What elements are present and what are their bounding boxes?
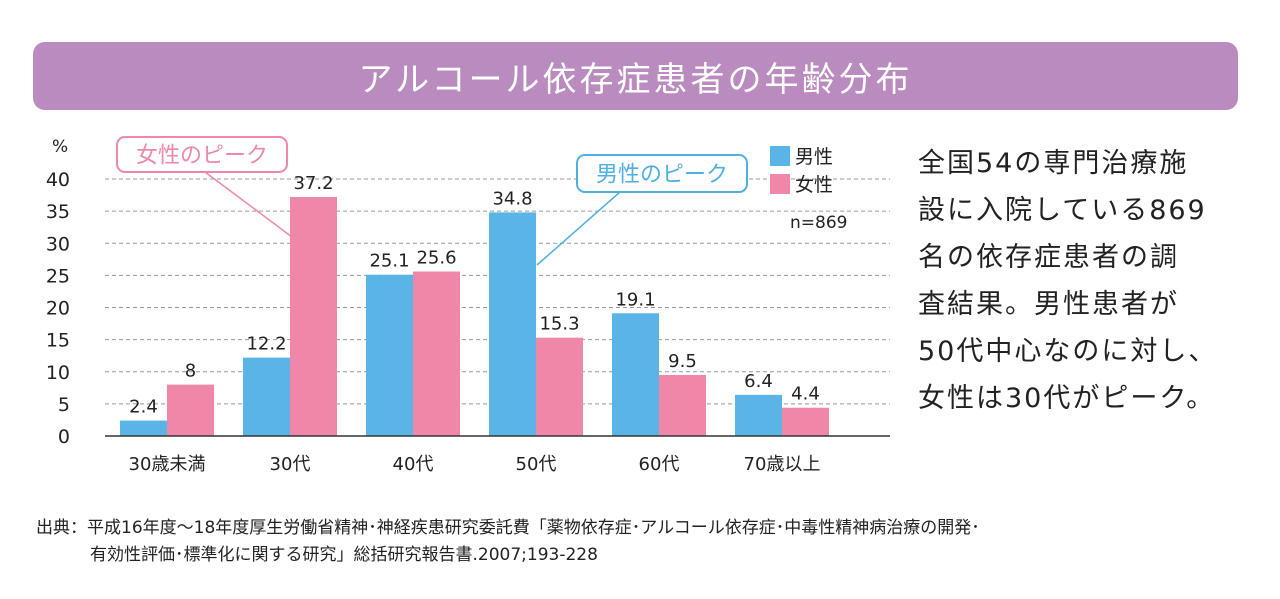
callout-line bbox=[536, 191, 621, 266]
bar-male bbox=[366, 274, 413, 436]
y-tick-label: 10 bbox=[46, 362, 70, 384]
bar-male bbox=[735, 394, 782, 436]
x-tick-label: 40代 bbox=[393, 454, 434, 475]
x-tick-label: 60代 bbox=[639, 454, 680, 475]
y-tick-label: 30 bbox=[46, 233, 70, 255]
y-tick-label: 0 bbox=[58, 426, 70, 448]
callout-box bbox=[576, 154, 748, 193]
data-label: 12.2 bbox=[246, 334, 286, 355]
legend-label: 女性 bbox=[795, 174, 833, 196]
bar-male bbox=[489, 212, 536, 436]
y-tick-label: 40 bbox=[46, 169, 70, 191]
x-tick-label: 50代 bbox=[516, 454, 557, 475]
bar-male bbox=[243, 357, 290, 436]
data-label: 25.6 bbox=[416, 248, 456, 269]
callout-text: 女性のピーク bbox=[136, 144, 268, 169]
bar-male bbox=[612, 313, 659, 436]
y-tick-label: 15 bbox=[46, 330, 70, 352]
data-label: 2.4 bbox=[129, 397, 158, 418]
source-line-1: 出典：平成16年度〜18年度厚生労働省精神･神経疾患研究委託費「薬物依存症･アル… bbox=[36, 518, 980, 538]
y-tick-label: 25 bbox=[46, 265, 70, 287]
chart-title: アルコール依存症患者の年齢分布 bbox=[33, 42, 1238, 110]
data-label: 8 bbox=[185, 361, 196, 382]
callout-text: 男性のピーク bbox=[596, 163, 728, 188]
bar-female bbox=[782, 407, 829, 436]
data-label: 25.1 bbox=[369, 251, 409, 272]
callout-line bbox=[204, 171, 293, 238]
bar-female bbox=[290, 196, 337, 436]
source-citation: 出典：平成16年度〜18年度厚生労働省精神･神経疾患研究委託費「薬物依存症･アル… bbox=[36, 515, 980, 569]
description-text: 全国54の専門治療施 設に入院している869 名の依存症患者の調 査結果。男性患… bbox=[918, 148, 1218, 414]
bar-female bbox=[659, 374, 706, 436]
bar-chart: 0 5 10 15 20 25 30 35 40% 2.4 8 30歳未満 12.2 37.2 30代 25.… bbox=[46, 136, 890, 475]
y-axis-unit: % bbox=[52, 137, 68, 157]
bar-male bbox=[120, 420, 167, 436]
legend-swatch bbox=[770, 174, 790, 194]
callout-box bbox=[116, 136, 288, 173]
x-tick-label: 30歳未満 bbox=[129, 454, 206, 475]
data-label: 19.1 bbox=[615, 289, 655, 310]
y-tick-label: 5 bbox=[58, 394, 70, 416]
bar-female bbox=[413, 271, 460, 436]
data-label: 34.8 bbox=[492, 188, 532, 209]
source-line-2: 有効性評価･標準化に関する研究」総括研究報告書.2007;193-228 bbox=[90, 545, 598, 565]
bar-female bbox=[167, 384, 214, 436]
data-label: 37.2 bbox=[293, 173, 333, 194]
y-tick-label: 20 bbox=[46, 298, 70, 320]
x-tick-label: 70歳以上 bbox=[744, 454, 821, 475]
legend-label: 男性 bbox=[795, 146, 833, 168]
x-tick-label: 30代 bbox=[270, 454, 311, 475]
bar-female bbox=[536, 337, 583, 436]
sample-size-note: n=869 bbox=[790, 213, 847, 233]
y-tick-label: 35 bbox=[46, 201, 70, 223]
data-label: 15.3 bbox=[539, 314, 579, 335]
data-label: 9.5 bbox=[668, 351, 697, 372]
data-label: 4.4 bbox=[791, 384, 820, 405]
legend-swatch bbox=[770, 146, 790, 166]
data-label: 6.4 bbox=[744, 371, 773, 392]
